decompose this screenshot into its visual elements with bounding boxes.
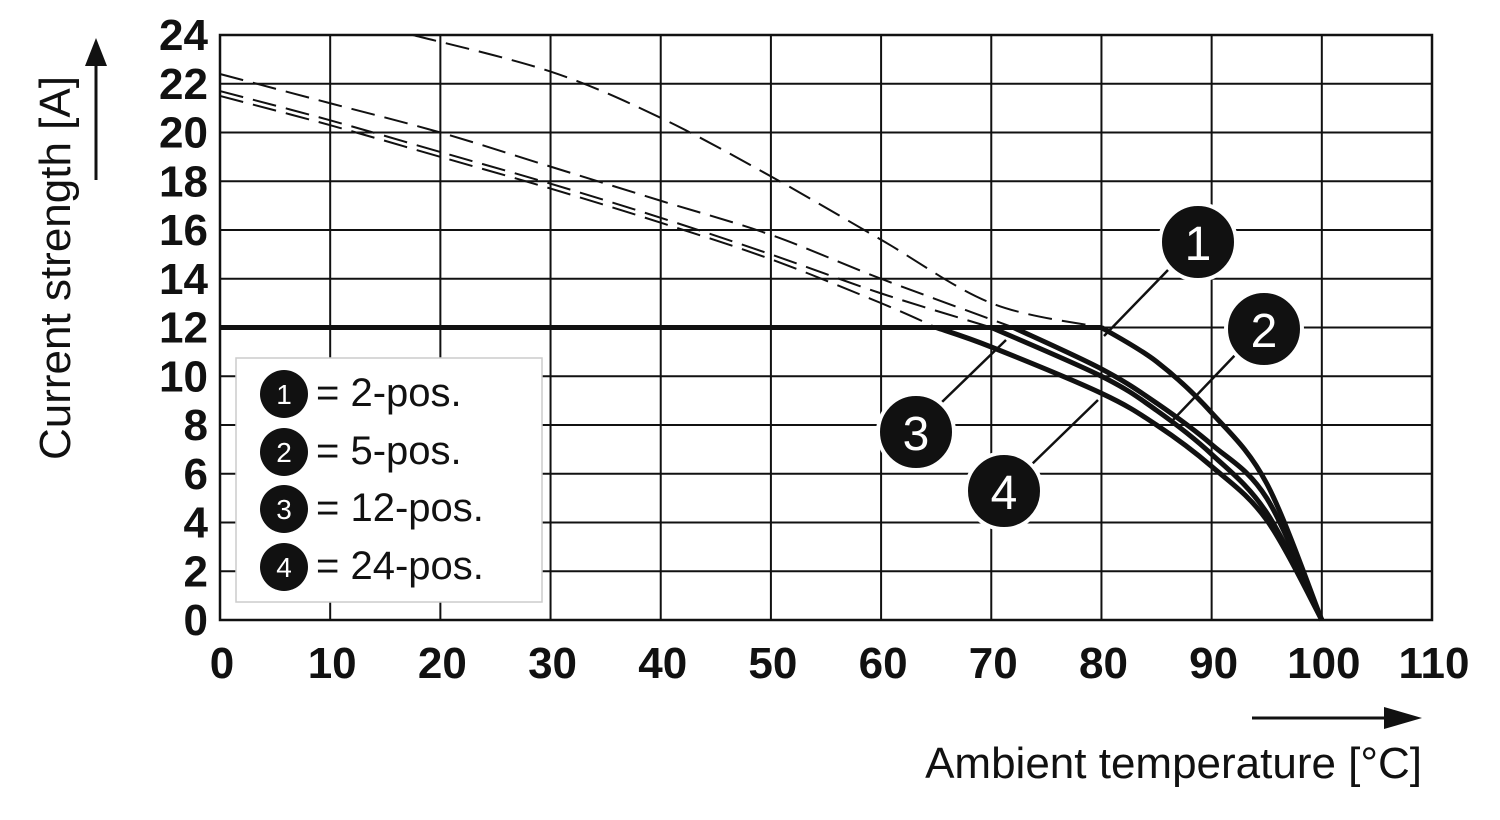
callout-badge-1-label: 1: [1185, 218, 1212, 271]
derating-curve-2: [1012, 325, 1325, 622]
derating-curves: [220, 325, 1325, 622]
callout-badge-4-label: 4: [991, 467, 1018, 520]
legend-badge-1: [260, 370, 308, 418]
y-tick-label-0: 0: [184, 596, 208, 645]
legend-item-1: 1 = 2-pos.: [260, 370, 462, 418]
derating-curve-1: [1100, 325, 1325, 621]
y-tick-label-10: 10: [159, 352, 208, 401]
y-axis-title: Current strength [A]: [31, 76, 80, 460]
y-tick-label-16: 16: [159, 206, 208, 255]
x-tick-label-80: 80: [1079, 639, 1128, 688]
legend-badge-4-label: 4: [276, 552, 292, 583]
legend-label-2: = 5-pos.: [316, 429, 462, 473]
x-tick-label-30: 30: [528, 639, 577, 688]
legend-item-3: 3 = 12-pos.: [260, 485, 484, 533]
legend-label-4: = 24-pos.: [316, 544, 484, 588]
x-tick-label-50: 50: [748, 639, 797, 688]
y-tick-label-6: 6: [184, 450, 208, 499]
callout-badge-2-label: 2: [1251, 305, 1278, 358]
x-tick-label-100: 100: [1287, 639, 1360, 688]
dashed-curve-4: [219, 94, 937, 329]
x-tick-label-70: 70: [969, 639, 1018, 688]
x-tick-labels: 0 10 20 30 40 50 60 70 80 90 100 110: [210, 639, 1470, 688]
legend-label-3: = 12-pos.: [316, 486, 484, 530]
callout-badge-4: [964, 451, 1044, 531]
callout-badge-3: [876, 392, 956, 472]
dashed-curve-2: [219, 73, 1014, 329]
x-axis-arrow-head: [1384, 707, 1422, 729]
legend-item-2: 2 = 5-pos.: [260, 428, 462, 476]
x-tick-label-90: 90: [1189, 639, 1238, 688]
derating-curve-4: [935, 325, 1325, 622]
callout-leader-4: [1029, 399, 1099, 467]
y-tick-label-2: 2: [184, 547, 208, 596]
legend-badge-3: [260, 485, 308, 533]
x-tick-label-40: 40: [638, 639, 687, 688]
y-tick-label-12: 12: [159, 304, 208, 353]
y-tick-label-22: 22: [159, 60, 208, 109]
callout-leader-3: [941, 339, 1007, 403]
legend-label-1: = 2-pos.: [316, 371, 462, 415]
x-tick-label-20: 20: [418, 639, 467, 688]
legend-badge-2: [260, 428, 308, 476]
x-axis-title: Ambient temperature [°C]: [925, 739, 1422, 788]
legend-badge-3-label: 3: [276, 494, 292, 525]
y-tick-label-4: 4: [184, 499, 209, 548]
x-tick-label-0: 0: [210, 639, 234, 688]
y-axis-arrow-head: [85, 38, 107, 66]
theoretical-curves: [219, 34, 1102, 329]
y-tick-label-14: 14: [159, 255, 208, 304]
callout-badge-2: [1224, 289, 1304, 369]
y-tick-label-20: 20: [159, 109, 208, 158]
callout-1: 1: [1158, 202, 1238, 282]
legend-badge-4: [260, 543, 308, 591]
plot-frame: [218, 33, 1434, 622]
x-tick-label-10: 10: [308, 639, 357, 688]
callout-leader-1: [1103, 269, 1169, 337]
dashed-curve-1: [412, 34, 1102, 329]
y-tick-label-18: 18: [159, 157, 208, 206]
callout-3: 3: [876, 392, 956, 472]
legend-badge-2-label: 2: [276, 437, 292, 468]
legend: 1 = 2-pos. 2 = 5-pos. 3 = 12-pos. 4 = 24…: [235, 357, 543, 603]
callout-leaders: [941, 269, 1239, 467]
y-tick-label-8: 8: [184, 401, 208, 450]
x-tick-label-60: 60: [859, 639, 908, 688]
callout-leader-2: [1171, 351, 1239, 422]
callout-badge-3-label: 3: [903, 408, 930, 461]
callout-2: 2: [1224, 289, 1304, 369]
plot-border: [218, 33, 1434, 622]
callout-badge-1: [1158, 202, 1238, 282]
y-tick-label-24: 24: [159, 11, 208, 60]
legend-badge-1-label: 1: [276, 379, 292, 410]
derating-curve-3: [990, 325, 1325, 622]
callout-4: 4: [964, 451, 1044, 531]
x-tick-label-110: 110: [1399, 639, 1470, 688]
legend-item-4: 4 = 24-pos.: [260, 543, 484, 591]
